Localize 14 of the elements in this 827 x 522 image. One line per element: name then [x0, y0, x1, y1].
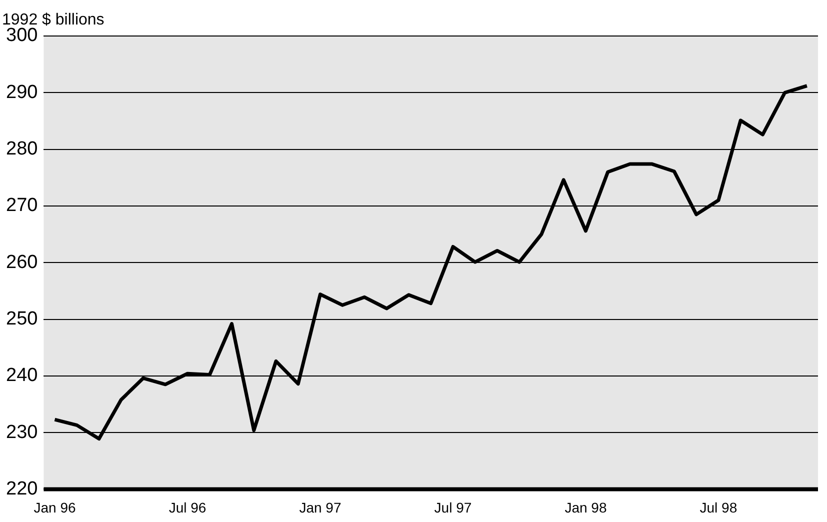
y-tick-label: 280	[6, 138, 38, 160]
y-tick-label: 240	[6, 365, 38, 386]
x-tick-label: Jan 97	[299, 499, 342, 516]
x-tick-label: Jan 98	[564, 499, 607, 516]
y-tick-label: 260	[6, 252, 38, 273]
x-tick-label: Jul 96	[168, 499, 206, 516]
x-tick-label: Jul 98	[700, 499, 738, 516]
x-tick-label: Jul 97	[434, 499, 472, 516]
y-tick-label: 250	[6, 308, 38, 330]
y-tick-label: 230	[6, 422, 38, 443]
y-tick-label: 270	[6, 195, 38, 216]
x-tick-label: Jan 96	[34, 499, 76, 516]
y-tick-label: 220	[6, 478, 38, 500]
y-tick-label: 290	[6, 82, 38, 103]
